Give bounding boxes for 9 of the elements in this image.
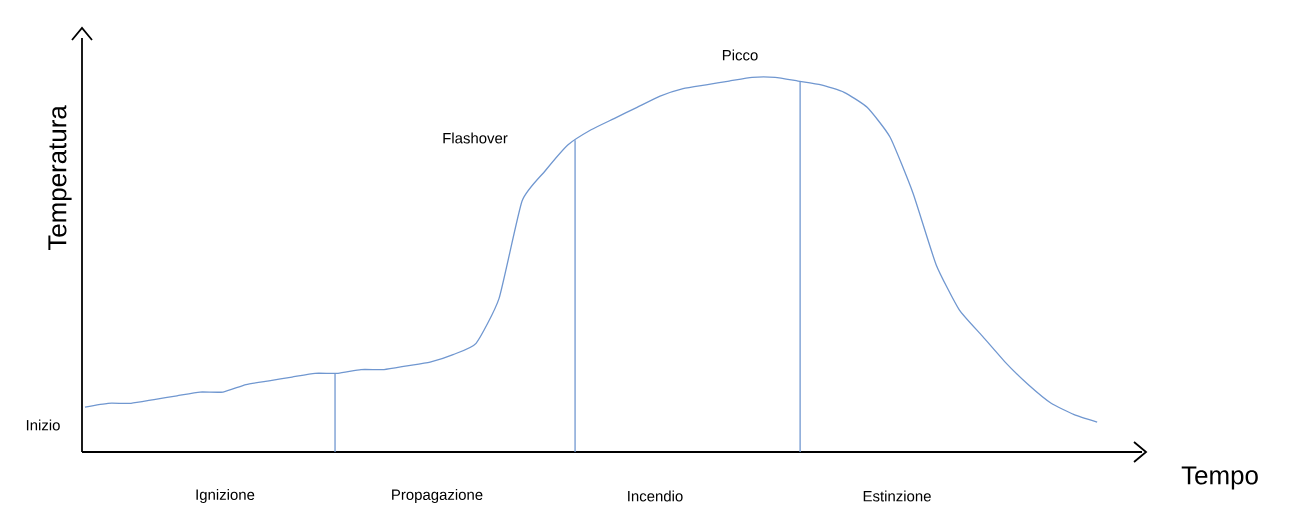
text: Ignizione <box>196 489 255 503</box>
y-axis-title: Temperatura <box>48 105 72 251</box>
text: Picco <box>722 49 758 61</box>
text: Inizio <box>26 419 60 431</box>
annotation: Flashover <box>443 132 508 144</box>
text: Propagazione <box>392 489 483 503</box>
text: Incendio <box>628 490 683 502</box>
x-axis-title: Tempo <box>1181 466 1258 490</box>
text: Estinzione <box>863 490 931 502</box>
